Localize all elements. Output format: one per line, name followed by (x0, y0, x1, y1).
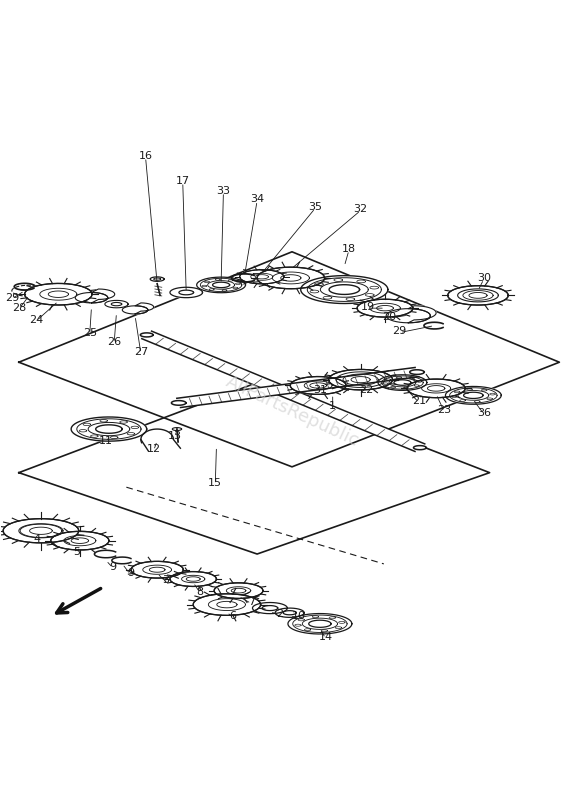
Polygon shape (193, 594, 260, 615)
Polygon shape (170, 287, 203, 298)
Text: 20: 20 (383, 312, 397, 322)
Polygon shape (290, 377, 346, 394)
Text: 30: 30 (477, 273, 491, 283)
Polygon shape (197, 277, 245, 293)
Text: 4: 4 (34, 534, 41, 545)
Text: 29: 29 (5, 293, 19, 302)
Text: 22: 22 (359, 385, 374, 394)
Text: 5: 5 (74, 547, 81, 558)
Polygon shape (105, 300, 128, 308)
Text: 35: 35 (308, 202, 322, 212)
Text: 6: 6 (229, 611, 236, 622)
Text: 3: 3 (162, 575, 169, 585)
Text: 24: 24 (29, 314, 43, 325)
Text: 9: 9 (127, 568, 134, 578)
Text: 21: 21 (412, 396, 426, 406)
Text: 11: 11 (99, 436, 113, 446)
Polygon shape (446, 386, 501, 404)
Polygon shape (140, 333, 153, 337)
Polygon shape (177, 367, 419, 407)
Polygon shape (357, 299, 413, 317)
Polygon shape (75, 293, 108, 303)
Text: 28: 28 (12, 303, 26, 313)
Polygon shape (135, 303, 154, 314)
Text: 33: 33 (217, 186, 231, 196)
Text: 23: 23 (437, 406, 451, 415)
Polygon shape (329, 370, 392, 390)
Polygon shape (171, 401, 186, 406)
Text: 7: 7 (248, 598, 255, 607)
Text: 36: 36 (477, 408, 491, 418)
Polygon shape (408, 306, 436, 322)
Text: 27: 27 (134, 347, 148, 358)
Polygon shape (275, 608, 304, 618)
Polygon shape (92, 289, 114, 303)
Polygon shape (301, 276, 388, 303)
Polygon shape (378, 374, 427, 390)
Polygon shape (25, 283, 92, 305)
Polygon shape (214, 583, 263, 598)
Polygon shape (131, 562, 183, 578)
Text: 8: 8 (197, 587, 204, 597)
Text: 25: 25 (83, 328, 97, 338)
Polygon shape (288, 614, 352, 634)
Polygon shape (413, 446, 426, 450)
Polygon shape (410, 370, 424, 374)
Polygon shape (252, 602, 287, 614)
Polygon shape (122, 306, 148, 314)
Text: 34: 34 (250, 194, 264, 205)
Text: 2: 2 (276, 609, 283, 619)
Polygon shape (386, 309, 430, 322)
Text: 12: 12 (147, 445, 161, 454)
Text: 31: 31 (313, 385, 327, 394)
Text: 13: 13 (168, 431, 182, 441)
Polygon shape (51, 531, 109, 550)
Text: 26: 26 (107, 337, 121, 347)
Text: 16: 16 (138, 151, 152, 161)
Polygon shape (170, 571, 217, 586)
Text: 19: 19 (360, 302, 374, 312)
Text: 18: 18 (342, 244, 356, 254)
Polygon shape (448, 286, 508, 305)
Text: 9: 9 (109, 562, 117, 572)
Text: 29: 29 (392, 326, 406, 337)
Polygon shape (142, 331, 425, 451)
Text: 15: 15 (208, 478, 223, 488)
Polygon shape (71, 417, 147, 441)
Text: 32: 32 (353, 204, 368, 214)
Text: AllPartsRepublic: AllPartsRepublic (223, 373, 361, 450)
Polygon shape (407, 379, 465, 398)
Polygon shape (257, 267, 325, 289)
Text: 10: 10 (292, 611, 306, 622)
Polygon shape (239, 270, 284, 284)
Text: 14: 14 (319, 632, 333, 642)
Text: 17: 17 (176, 176, 190, 186)
Polygon shape (3, 518, 79, 543)
Text: 1: 1 (329, 401, 336, 411)
